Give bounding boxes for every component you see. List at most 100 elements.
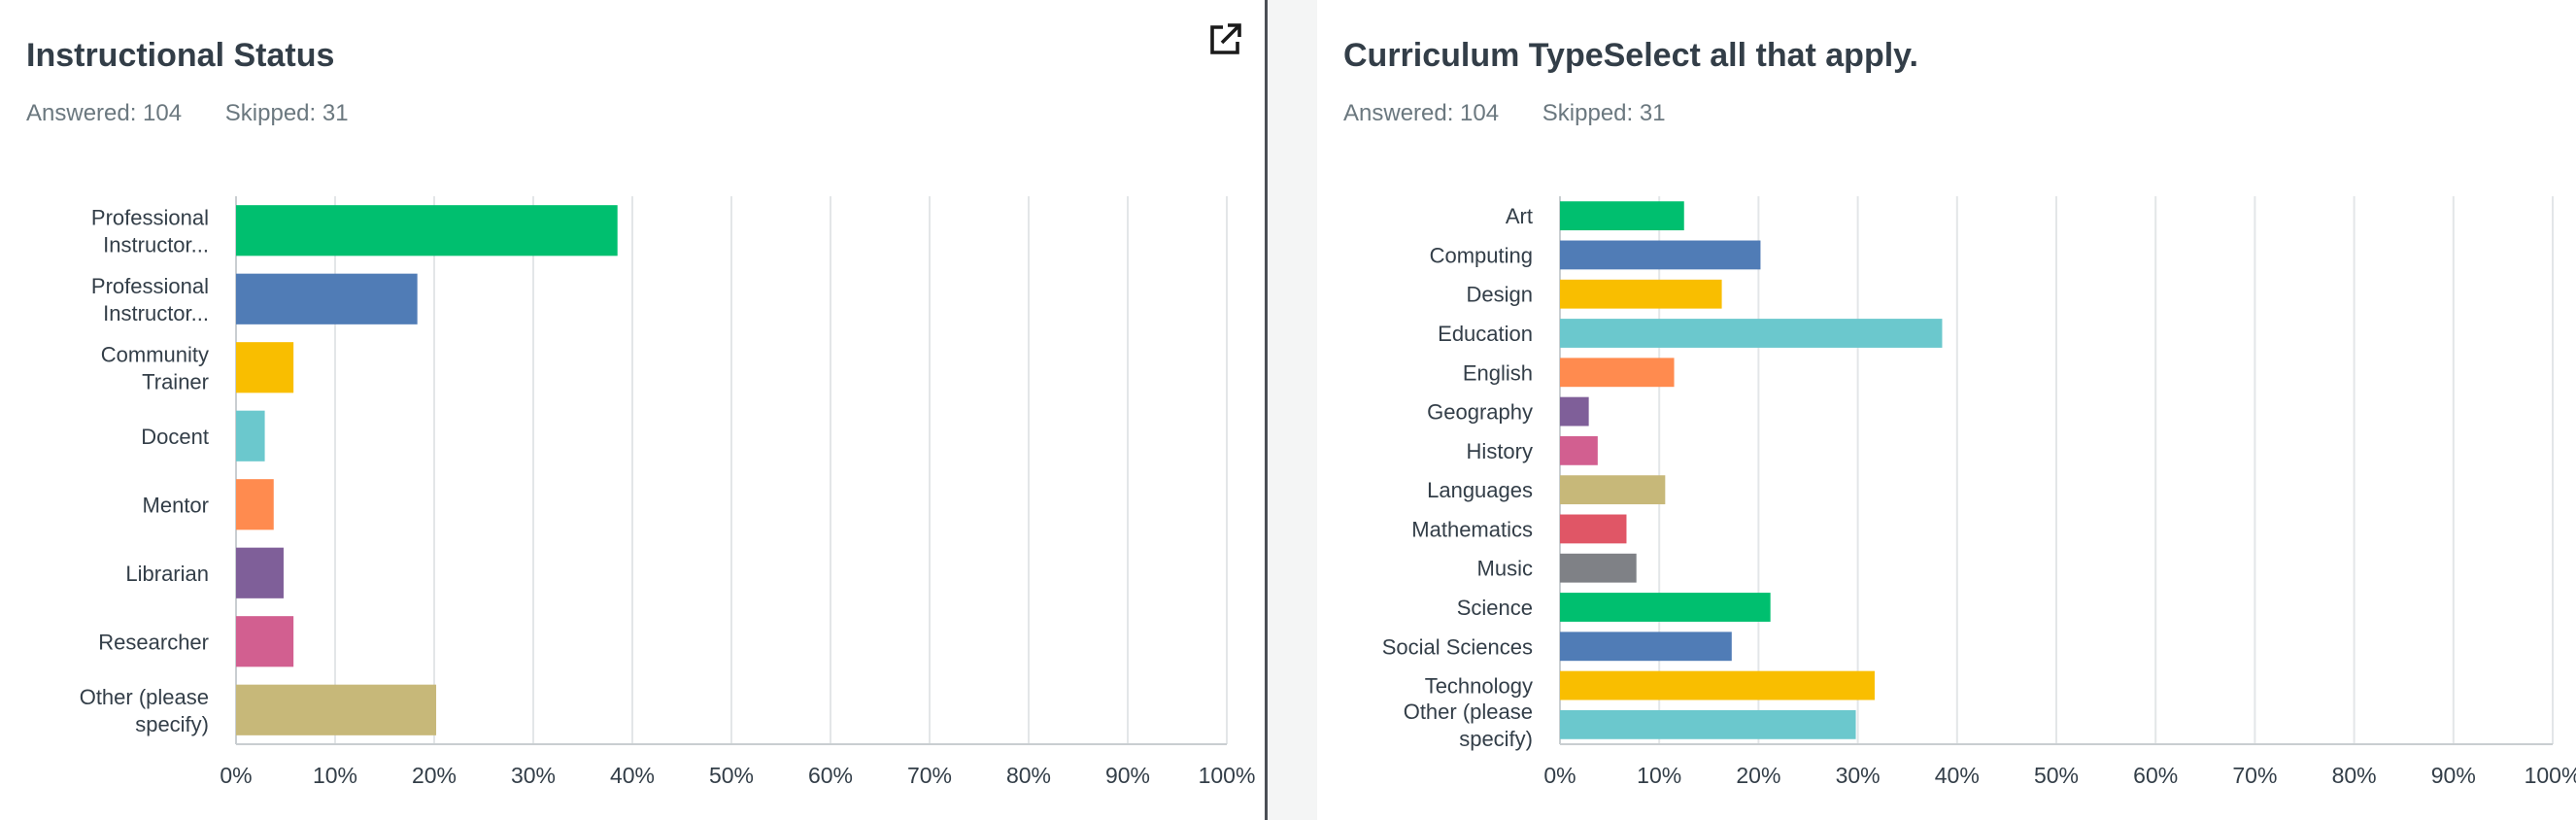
category-label-line: Trainer: [142, 369, 209, 393]
x-tick-label: 10%: [313, 763, 357, 788]
skipped-count: Skipped: 31: [1542, 100, 1666, 126]
category-label: Docent: [141, 425, 209, 449]
category-label: Researcher: [98, 630, 209, 654]
category-label-line: Instructor...: [103, 232, 209, 256]
x-tick-label: 20%: [1736, 763, 1780, 788]
skipped-count: Skipped: 31: [224, 100, 349, 126]
category-label-line: History: [1467, 439, 1533, 463]
category-label: Art: [1506, 204, 1533, 228]
external-link-icon[interactable]: [1206, 19, 1245, 58]
category-label: Professional Instructor...: [91, 274, 209, 325]
category-label: Librarian: [125, 562, 209, 586]
x-tick-label: 100%: [2525, 763, 2576, 788]
category-label-line: Other (please: [1404, 700, 1533, 724]
bar: [1560, 593, 1771, 622]
category-label-line: Professional: [91, 274, 209, 298]
category-label: English: [1463, 360, 1533, 385]
category-label: Mathematics: [1411, 517, 1533, 541]
x-tick-label: 50%: [709, 763, 754, 788]
category-label-line: specify): [135, 712, 209, 736]
bar: [236, 547, 284, 598]
category-label-line: Design: [1467, 283, 1533, 307]
category-label: Design: [1467, 283, 1533, 307]
category-label: Music: [1477, 557, 1533, 581]
category-label-line: Geography: [1427, 400, 1533, 425]
x-tick-label: 70%: [907, 763, 952, 788]
category-label-line: Computing: [1430, 243, 1533, 267]
category-label-line: Community: [101, 342, 209, 366]
x-tick-label: 50%: [2034, 763, 2079, 788]
answered-count: Answered: 104: [1343, 100, 1500, 126]
bar: [236, 342, 294, 393]
bar: [236, 273, 418, 325]
category-label-line: Librarian: [125, 562, 209, 586]
category-label-line: Instructor...: [103, 301, 209, 325]
category-label: Professional Instructor...: [91, 205, 209, 256]
category-label-line: Professional: [91, 205, 209, 229]
category-label-line: Docent: [141, 425, 209, 449]
category-label: Other (please specify): [1404, 700, 1533, 751]
category-label-line: specify): [1459, 727, 1533, 751]
category-label-line: Music: [1477, 557, 1533, 581]
category-label: Education: [1438, 322, 1533, 346]
category-label-line: Researcher: [98, 630, 209, 654]
question-panel-curriculum-type: Curriculum TypeSelect all that apply. An…: [1317, 0, 2576, 820]
bar: [1560, 319, 1943, 348]
x-tick-label: 80%: [2332, 763, 2377, 788]
bar: [1560, 475, 1666, 505]
category-label: Other (please specify): [80, 685, 209, 736]
bar: [1560, 396, 1589, 427]
x-tick-label: 30%: [511, 763, 556, 788]
x-tick-label: 0%: [220, 763, 252, 788]
x-tick-label: 100%: [1199, 763, 1256, 788]
category-label-line: Mentor: [143, 493, 209, 517]
response-stats: Answered: 104 Skipped: 31: [1343, 100, 1666, 127]
bar-chart-instructional-status: 0% 10% 20% 30% 40% 50% 60% 70% 80% 90% 100% Profess…: [80, 196, 1256, 788]
category-label: Community Trainer: [101, 342, 209, 393]
category-label-line: English: [1463, 360, 1533, 385]
question-title: Curriculum TypeSelect all that apply.: [1343, 37, 1918, 74]
x-tick-label: 20%: [412, 763, 457, 788]
response-stats: Answered: 104 Skipped: 31: [26, 100, 349, 127]
bar: [236, 205, 618, 256]
category-label-line: Mathematics: [1411, 517, 1533, 541]
category-label: History: [1467, 439, 1533, 463]
category-label-line: Social Sciences: [1382, 634, 1533, 659]
x-tick-label: 90%: [1105, 763, 1150, 788]
category-label: Technology: [1425, 674, 1533, 699]
x-tick-label: 80%: [1006, 763, 1051, 788]
bar: [1560, 435, 1598, 465]
x-tick-label: 40%: [610, 763, 655, 788]
category-label-line: Technology: [1425, 674, 1533, 699]
category-label-line: Art: [1506, 204, 1533, 228]
bar: [1560, 201, 1684, 231]
panel-divider: [1265, 0, 1268, 820]
x-tick-label: 90%: [2431, 763, 2476, 788]
bar: [1560, 514, 1627, 544]
question-title: Instructional Status: [26, 37, 335, 74]
category-label-line: Education: [1438, 322, 1533, 346]
category-label-line: Science: [1457, 596, 1533, 620]
x-tick-label: 60%: [808, 763, 853, 788]
x-tick-label: 0%: [1543, 763, 1576, 788]
bar: [236, 479, 274, 530]
bar: [1560, 553, 1637, 583]
bar: [236, 410, 265, 461]
bar-chart-curriculum-type: 0% 10% 20% 30% 40% 50% 60% 70% 80% 90% 100% Art Comp…: [1382, 196, 2576, 788]
question-panel-instructional-status: Instructional Status Answered: 104 Skipp…: [0, 0, 1265, 820]
answered-count: Answered: 104: [26, 100, 183, 126]
category-label: Computing: [1430, 243, 1533, 267]
category-label: Social Sciences: [1382, 634, 1533, 659]
bar: [1560, 240, 1761, 270]
x-tick-label: 60%: [2133, 763, 2178, 788]
x-tick-label: 10%: [1637, 763, 1681, 788]
x-tick-label: 70%: [2232, 763, 2277, 788]
bar: [1560, 358, 1675, 388]
bar: [1560, 632, 1732, 662]
bar: [236, 684, 437, 735]
category-label: Languages: [1427, 478, 1533, 502]
x-tick-label: 40%: [1935, 763, 1980, 788]
bar: [1560, 279, 1722, 309]
category-label-line: Languages: [1427, 478, 1533, 502]
bar: [236, 616, 294, 667]
